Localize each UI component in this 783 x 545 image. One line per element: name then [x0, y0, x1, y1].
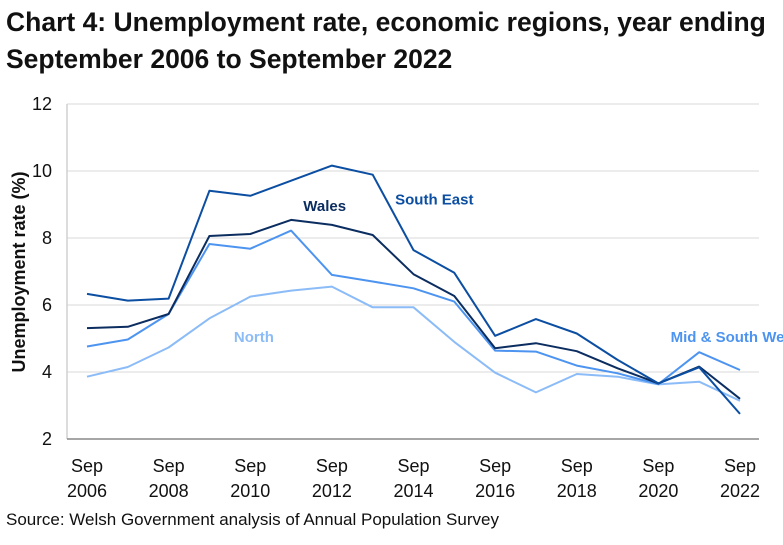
- y-tick-label: 12: [32, 94, 52, 114]
- x-tick-label: Sep: [153, 456, 185, 476]
- y-tick-label: 8: [42, 228, 52, 248]
- chart-title: Chart 4: Unemployment rate, economic reg…: [6, 7, 766, 74]
- x-tick-label: 2014: [393, 481, 433, 501]
- y-tick-label: 6: [42, 295, 52, 315]
- y-tick-label: 2: [42, 429, 52, 449]
- x-tick-label: Sep: [561, 456, 593, 476]
- series-label: Wales: [303, 198, 346, 215]
- x-tick-label: Sep: [316, 456, 348, 476]
- series-label: North: [234, 329, 274, 346]
- x-tick-label: 2018: [557, 481, 597, 501]
- y-tick-label: 10: [32, 161, 52, 181]
- x-tick-label: 2008: [149, 481, 189, 501]
- series-line-mid-south-west: [86, 229, 741, 386]
- x-tick-label: Sep: [234, 456, 266, 476]
- x-tick-label: 2020: [638, 481, 678, 501]
- series-line-south-east: [86, 164, 741, 415]
- series-line-wales: [86, 218, 741, 400]
- x-tick-label: Sep: [642, 456, 674, 476]
- x-tick-label: 2012: [312, 481, 352, 501]
- chart-source: Source: Welsh Government analysis of Ann…: [6, 510, 499, 529]
- y-axis-label: Unemployment rate (%): [9, 171, 29, 372]
- x-tick-label: Sep: [71, 456, 103, 476]
- x-tick-label: Sep: [724, 456, 756, 476]
- x-tick-label: 2016: [475, 481, 515, 501]
- x-tick-label: Sep: [397, 456, 429, 476]
- series-label: South East: [395, 192, 473, 209]
- x-tick-label: 2010: [230, 481, 270, 501]
- series-line-north: [86, 285, 741, 402]
- series-label: Mid & South West: [671, 329, 783, 346]
- x-tick-label: 2022: [720, 481, 760, 501]
- x-tick-label: 2006: [67, 481, 107, 501]
- y-tick-label: 4: [42, 362, 52, 382]
- x-tick-label: Sep: [479, 456, 511, 476]
